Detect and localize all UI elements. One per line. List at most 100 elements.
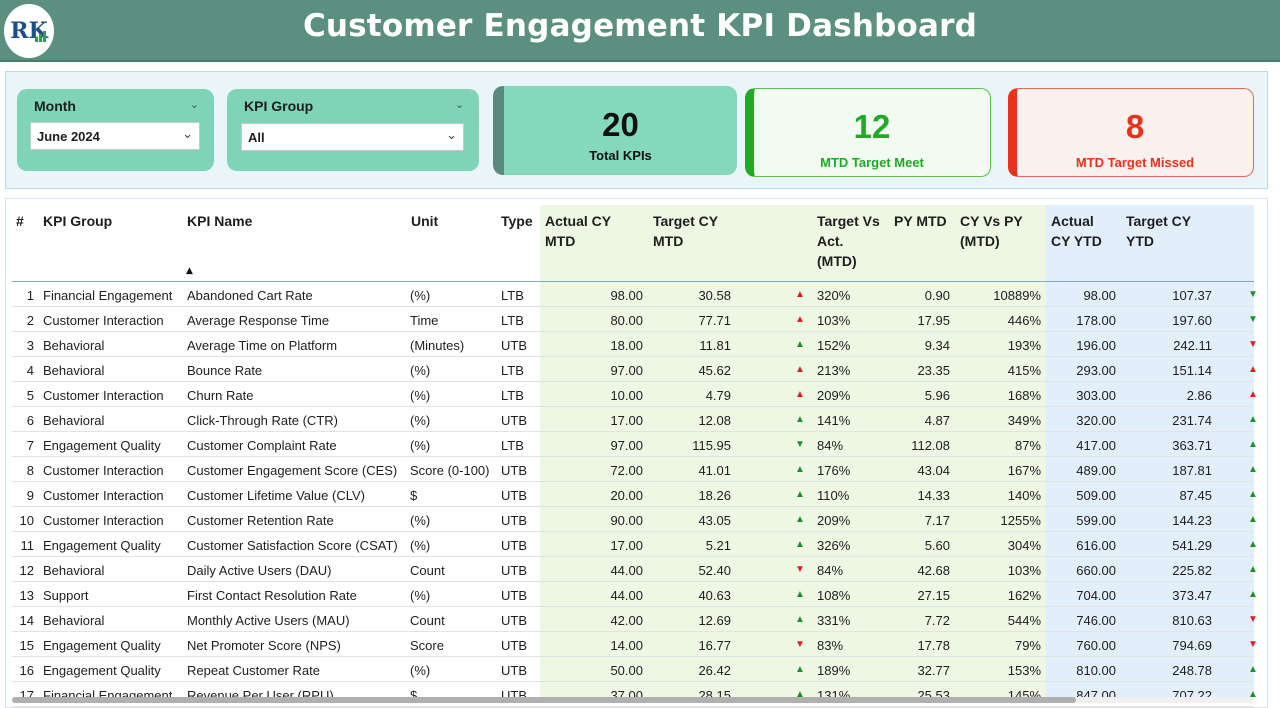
cell-group: Engagement Quality <box>43 663 161 678</box>
header-target-cy-ytd-line1: Target CY <box>1126 213 1192 229</box>
header-kpi-group[interactable]: KPI Group <box>43 213 113 229</box>
chevron-down-icon[interactable]: ⌄ <box>454 98 464 111</box>
cell-py: 17.95 <box>917 313 950 328</box>
header-actual-cy-mtd[interactable]: Actual CY MTD <box>545 211 611 251</box>
table-row[interactable]: 14 Behavioral Monthly Active Users (MAU) Co… <box>12 607 1258 632</box>
arrow-up-icon: ▲ <box>795 339 805 350</box>
header-py-mtd[interactable]: PY MTD <box>894 213 947 229</box>
cell-type: UTB <box>501 488 527 503</box>
kpi-group-dropdown-value: All <box>248 130 265 145</box>
header-actual-cy-ytd[interactable]: Actual CY YTD <box>1051 211 1102 251</box>
arrow-up-icon: ▲ <box>1248 539 1258 550</box>
table-row[interactable]: 2 Customer Interaction Average Response Ti… <box>12 307 1258 332</box>
header-target-cy-mtd[interactable]: Target CY MTD <box>653 211 718 251</box>
cell-actual-ytd: 660.00 <box>1076 563 1116 578</box>
chevron-down-icon[interactable]: ⌄ <box>189 98 199 111</box>
table-row[interactable]: 6 Behavioral Click-Through Rate (CTR) (%) UT… <box>12 407 1258 432</box>
cell-target-ytd: 151.14 <box>1172 363 1212 378</box>
table-row[interactable]: 9 Customer Interaction Customer Lifetime V… <box>12 482 1258 507</box>
cell-target-ytd: 187.81 <box>1172 463 1212 478</box>
cell-unit: (%) <box>410 513 431 528</box>
cell-num: 12 <box>19 563 34 578</box>
cell-py: 112.08 <box>911 438 950 453</box>
cell-num: 4 <box>26 363 34 378</box>
table-row[interactable]: 15 Engagement Quality Net Promoter Score (… <box>12 632 1258 657</box>
cell-cyvspy: 87% <box>1014 438 1041 453</box>
cell-unit: Score <box>410 638 444 653</box>
mtd-column-band <box>540 205 1046 698</box>
cell-num: 14 <box>19 613 34 628</box>
table-row[interactable]: 3 Behavioral Average Time on Platform (Minu… <box>12 332 1258 357</box>
cell-group: Customer Interaction <box>43 313 164 328</box>
table-row[interactable]: 10 Customer Interaction Customer Retention… <box>12 507 1258 532</box>
cell-actual-ytd: 98.00 <box>1083 288 1116 303</box>
kpi-group-dropdown[interactable]: All ⌄ <box>241 123 464 151</box>
header-kpi-name[interactable]: KPI Name <box>187 213 253 229</box>
cell-type: UTB <box>501 613 527 628</box>
mtd-target-missed-card: 8 MTD Target Missed <box>1008 88 1254 177</box>
cell-tva: 326% <box>817 538 851 553</box>
cell-num: 6 <box>26 413 34 428</box>
chevron-down-icon: ⌄ <box>182 127 193 142</box>
cell-py: 14.33 <box>917 488 950 503</box>
cell-group: Customer Interaction <box>43 488 164 503</box>
table-row[interactable]: 17 Financial Engagement Revenue Per User (… <box>12 682 1258 707</box>
cell-unit: (%) <box>410 388 431 403</box>
horizontal-scrollbar-thumb[interactable] <box>12 697 1076 703</box>
arrow-down-icon: ▼ <box>1248 289 1258 300</box>
cell-unit: (%) <box>410 538 431 553</box>
cell-tva: 84% <box>817 563 844 578</box>
cell-unit: (%) <box>410 288 431 303</box>
table-row[interactable]: 4 Behavioral Bounce Rate (%) LTB 97.00 45.62 21… <box>12 357 1258 382</box>
header-target-cy-ytd-line2: YTD <box>1126 233 1154 249</box>
arrow-up-icon: ▲ <box>795 514 805 525</box>
table-row[interactable]: 7 Engagement Quality Customer Complaint Ra… <box>12 432 1258 457</box>
cell-num: 8 <box>26 463 34 478</box>
cell-actual-ytd: 293.00 <box>1076 363 1116 378</box>
header-cy-vs-py[interactable]: CY Vs PY (MTD) <box>960 211 1023 251</box>
table-row[interactable]: 11 Engagement Quality Customer Satisfactio… <box>12 532 1258 557</box>
cell-unit: Time <box>410 313 439 328</box>
header-actual-cy-ytd-line2: CY YTD <box>1051 233 1102 249</box>
cell-actual-ytd: 509.00 <box>1076 488 1116 503</box>
cell-actual: 17.00 <box>610 413 643 428</box>
table-row[interactable]: 12 Behavioral Daily Active Users (DAU) Coun… <box>12 557 1258 582</box>
table-row[interactable]: 8 Customer Interaction Customer Engagement… <box>12 457 1258 482</box>
cell-name: Abandoned Cart Rate <box>187 288 313 303</box>
month-slicer: Month ⌄ June 2024 ⌄ <box>17 89 214 171</box>
arrow-down-icon: ▼ <box>1248 639 1258 650</box>
arrow-down-icon: ▼ <box>1248 314 1258 325</box>
cell-cyvspy: 162% <box>1007 588 1041 603</box>
arrow-up-icon: ▲ <box>795 389 805 400</box>
header-target-cy-ytd[interactable]: Target CY YTD <box>1126 211 1191 251</box>
mtd-target-missed-value: 8 <box>1125 108 1145 145</box>
header-target-vs-act[interactable]: Target Vs Act. (MTD) <box>817 211 880 271</box>
header-unit[interactable]: Unit <box>411 213 439 229</box>
cell-target: 40.63 <box>698 588 731 603</box>
table-row[interactable]: 16 Engagement Quality Repeat Customer Rate… <box>12 657 1258 682</box>
cell-cyvspy: 193% <box>1007 338 1041 353</box>
cell-target-ytd: 87.45 <box>1179 488 1212 503</box>
cell-target: 12.08 <box>698 413 731 428</box>
cell-actual: 90.00 <box>610 513 643 528</box>
cell-num: 1 <box>26 288 34 303</box>
cell-actual: 14.00 <box>610 638 643 653</box>
cell-target-ytd: 107.37 <box>1172 288 1212 303</box>
cell-py: 32.77 <box>917 663 950 678</box>
cell-group: Financial Engagement <box>43 288 173 303</box>
cell-unit: $ <box>410 688 418 703</box>
cell-py: 5.96 <box>924 388 950 403</box>
header-type[interactable]: Type <box>501 213 533 229</box>
table-row[interactable]: 13 Support First Contact Resolution Rate (… <box>12 582 1258 607</box>
cell-tva: 83% <box>817 638 844 653</box>
cell-target: 16.77 <box>698 638 731 653</box>
rk-logo-icon: RK <box>4 4 54 58</box>
cell-type: UTB <box>501 413 527 428</box>
table-row[interactable]: 1 Financial Engagement Abandoned Cart Rate… <box>12 282 1258 307</box>
arrow-up-icon: ▲ <box>1248 514 1258 525</box>
month-dropdown[interactable]: June 2024 ⌄ <box>30 122 200 150</box>
cell-actual: 72.00 <box>610 463 643 478</box>
cell-target-ytd: 225.82 <box>1172 563 1212 578</box>
table-row[interactable]: 5 Customer Interaction Churn Rate (%) LTB 10.… <box>12 382 1258 407</box>
header-num[interactable]: # <box>16 213 24 229</box>
